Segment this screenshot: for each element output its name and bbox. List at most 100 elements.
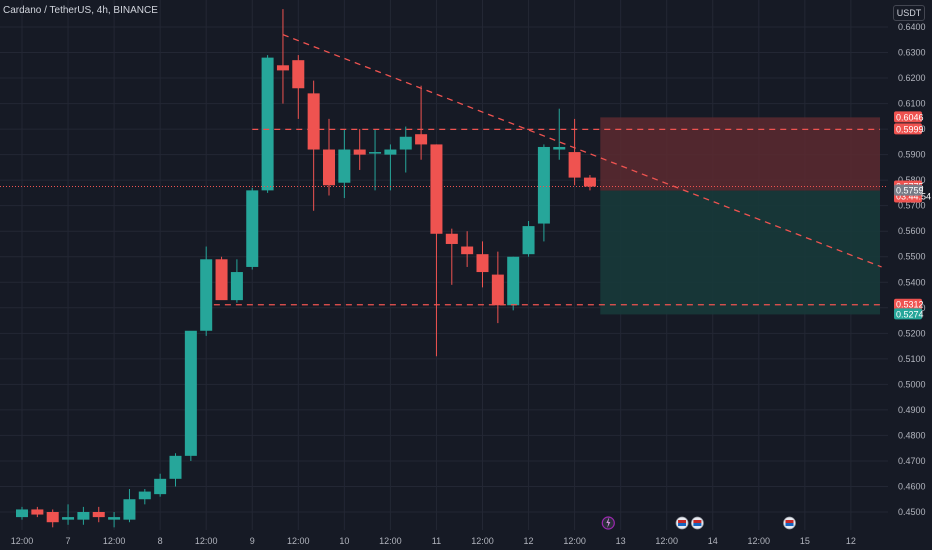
candle-body[interactable] bbox=[445, 233, 458, 244]
time-tick-label: 12:00 bbox=[748, 536, 771, 546]
chart-title: Cardano / TetherUS, 4h, BINANCE bbox=[3, 5, 158, 16]
candle-body[interactable] bbox=[46, 512, 59, 523]
price-tag-background bbox=[894, 298, 922, 310]
candle-body[interactable] bbox=[215, 259, 228, 301]
candle-body[interactable] bbox=[461, 246, 474, 255]
price-tick-label: 0.5000 bbox=[898, 379, 926, 389]
candle-body[interactable] bbox=[476, 254, 489, 273]
candle-bodies bbox=[16, 57, 596, 523]
price-tick-label: 0.4900 bbox=[898, 405, 926, 415]
candle-body[interactable] bbox=[491, 274, 504, 306]
price-tick-label: 0.5500 bbox=[898, 252, 926, 262]
trendline[interactable] bbox=[282, 34, 882, 268]
candle-body[interactable] bbox=[230, 272, 243, 301]
price-tag-stop: 0.6046 bbox=[894, 111, 924, 123]
price-tick-label: 0.6300 bbox=[898, 48, 926, 58]
price-tag-value: 0.5274 bbox=[896, 309, 924, 319]
time-tick-label: 9 bbox=[250, 536, 255, 546]
candle-body[interactable] bbox=[62, 517, 75, 520]
flag-icon[interactable] bbox=[691, 516, 704, 530]
drawings[interactable] bbox=[0, 34, 888, 306]
price-tick-label: 0.5700 bbox=[898, 201, 926, 211]
time-tick-label: 12:00 bbox=[379, 536, 402, 546]
candle-body[interactable] bbox=[276, 65, 289, 71]
time-tick-label: 12:00 bbox=[563, 536, 586, 546]
time-tick-label: 12:00 bbox=[11, 536, 34, 546]
price-tick-label: 0.5100 bbox=[898, 354, 926, 364]
candle-body[interactable] bbox=[307, 93, 320, 150]
candle-body[interactable] bbox=[154, 478, 167, 495]
time-tick-label: 12:00 bbox=[103, 536, 126, 546]
price-tag-level: 0.5999 bbox=[894, 123, 924, 135]
candle-body[interactable] bbox=[123, 499, 136, 520]
price-tick-label: 0.4700 bbox=[898, 456, 926, 466]
price-tag-background bbox=[894, 123, 922, 135]
candle-body[interactable] bbox=[261, 57, 274, 191]
currency-button[interactable]: USDT bbox=[893, 5, 925, 21]
candle-body[interactable] bbox=[292, 60, 305, 89]
candle-body[interactable] bbox=[92, 512, 105, 518]
price-tags: 0.60460.59990.577503:44:540.57590.53120.… bbox=[894, 111, 931, 320]
price-tick-label: 0.5800 bbox=[898, 175, 926, 185]
candle-body[interactable] bbox=[200, 259, 213, 331]
time-tick-label: 15 bbox=[800, 536, 810, 546]
candle-body[interactable] bbox=[77, 512, 90, 520]
candle-body[interactable] bbox=[323, 149, 335, 186]
time-axis[interactable]: 12:00 7 12:00 8 12:00 9 12:00 10 12:00 11 12:00 12 1… bbox=[11, 536, 856, 546]
candle-body[interactable] bbox=[399, 136, 412, 150]
candle-body[interactable] bbox=[16, 509, 28, 518]
candle-body[interactable] bbox=[31, 509, 44, 515]
take-profit-zone[interactable] bbox=[600, 190, 880, 315]
time-tick-label: 12 bbox=[524, 536, 534, 546]
price-tick-label: 0.4800 bbox=[898, 430, 926, 440]
price-tick-label: 0.5900 bbox=[898, 150, 926, 160]
time-tick-label: 13 bbox=[616, 536, 626, 546]
time-tick-label: 12:00 bbox=[195, 536, 218, 546]
price-axis-background bbox=[888, 0, 932, 550]
price-tag-value: 0.5759 bbox=[896, 186, 924, 196]
price-tag-value: 0.6046 bbox=[896, 112, 924, 122]
candle-body[interactable] bbox=[353, 149, 366, 155]
candle-body[interactable] bbox=[184, 330, 197, 456]
time-tick-label: 12:00 bbox=[287, 536, 310, 546]
candle-body[interactable] bbox=[522, 226, 535, 255]
candle-body[interactable] bbox=[415, 134, 428, 145]
candle-body[interactable] bbox=[507, 256, 520, 306]
candle-body[interactable] bbox=[246, 190, 259, 267]
event-markers[interactable] bbox=[601, 516, 796, 530]
time-tick-label: 8 bbox=[158, 536, 163, 546]
candle-body[interactable] bbox=[553, 146, 566, 150]
bar-countdown: 03:44:54 bbox=[896, 192, 931, 202]
price-tick-label: 0.5200 bbox=[898, 328, 926, 338]
candle-body[interactable] bbox=[568, 152, 581, 178]
candle-body[interactable] bbox=[537, 146, 550, 224]
price-tag-background bbox=[894, 111, 922, 123]
price-tick-label: 0.6200 bbox=[898, 73, 926, 83]
price-tag-target: 0.5274 bbox=[894, 308, 924, 320]
price-tick-label: 0.4600 bbox=[898, 481, 926, 491]
lightning-icon[interactable] bbox=[601, 516, 615, 530]
price-tag-entry: 0.5759 bbox=[894, 184, 924, 196]
candle-body[interactable] bbox=[138, 491, 151, 500]
price-tag-value: 0.5312 bbox=[896, 300, 924, 310]
candle-body[interactable] bbox=[169, 455, 182, 479]
price-tick-label: 0.4500 bbox=[898, 507, 926, 517]
candle-body[interactable] bbox=[384, 149, 397, 155]
time-tick-label: 12:00 bbox=[471, 536, 494, 546]
candle-body[interactable] bbox=[583, 177, 596, 187]
stop-loss-zone[interactable] bbox=[600, 117, 880, 191]
time-tick-label: 12 bbox=[846, 536, 856, 546]
flag-icon[interactable] bbox=[783, 516, 796, 530]
price-tick-label: 0.6100 bbox=[898, 99, 926, 109]
candle-body[interactable] bbox=[430, 144, 443, 234]
price-tick-label: 0.5400 bbox=[898, 277, 926, 287]
candle-body[interactable] bbox=[108, 517, 121, 520]
time-tick-label: 14 bbox=[708, 536, 718, 546]
candle-body[interactable] bbox=[369, 152, 382, 154]
price-tag-background bbox=[894, 184, 922, 196]
flag-icon[interactable] bbox=[675, 516, 689, 530]
time-tick-label: 7 bbox=[66, 536, 71, 546]
candle-body[interactable] bbox=[338, 149, 351, 183]
